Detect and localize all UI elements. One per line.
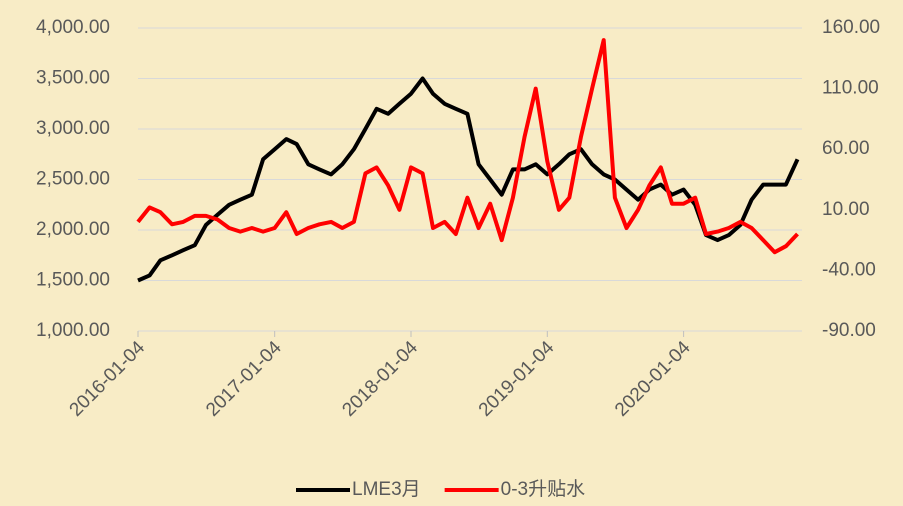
y2-tick-label: -90.00 <box>822 320 876 341</box>
y2-tick-label: -40.00 <box>822 259 876 280</box>
y2-tick-label: 60.00 <box>822 138 870 159</box>
legend: LME3月 0-3升贴水 <box>296 478 585 500</box>
y-tick-label: 1,500.00 <box>36 270 110 291</box>
y-tick-label: 4,000.00 <box>36 17 110 38</box>
y-tick-label: 3,500.00 <box>36 68 110 89</box>
y-tick-label: 2,000.00 <box>36 219 110 240</box>
y2-tick-label: 110.00 <box>822 78 879 99</box>
y-tick-label: 3,000.00 <box>36 118 110 139</box>
legend-label: LME3月 <box>352 479 421 500</box>
x-tick-label: 2020-01-04 <box>611 337 695 421</box>
series-line <box>137 76 800 283</box>
legend-label: 0-3升贴水 <box>501 478 585 500</box>
x-tick-label: 2019-01-04 <box>475 337 559 421</box>
y-tick-label: 2,500.00 <box>36 169 110 190</box>
y2-tick-label: 160.00 <box>822 17 880 38</box>
y-tick-label: 1,000.00 <box>36 320 110 341</box>
y2-tick-label: 10.00 <box>822 199 870 220</box>
series-line <box>136 38 799 255</box>
x-tick-label: 2016-01-04 <box>65 337 149 421</box>
x-tick-label: 2018-01-04 <box>338 337 422 421</box>
x-tick-label: 2017-01-04 <box>202 337 286 421</box>
